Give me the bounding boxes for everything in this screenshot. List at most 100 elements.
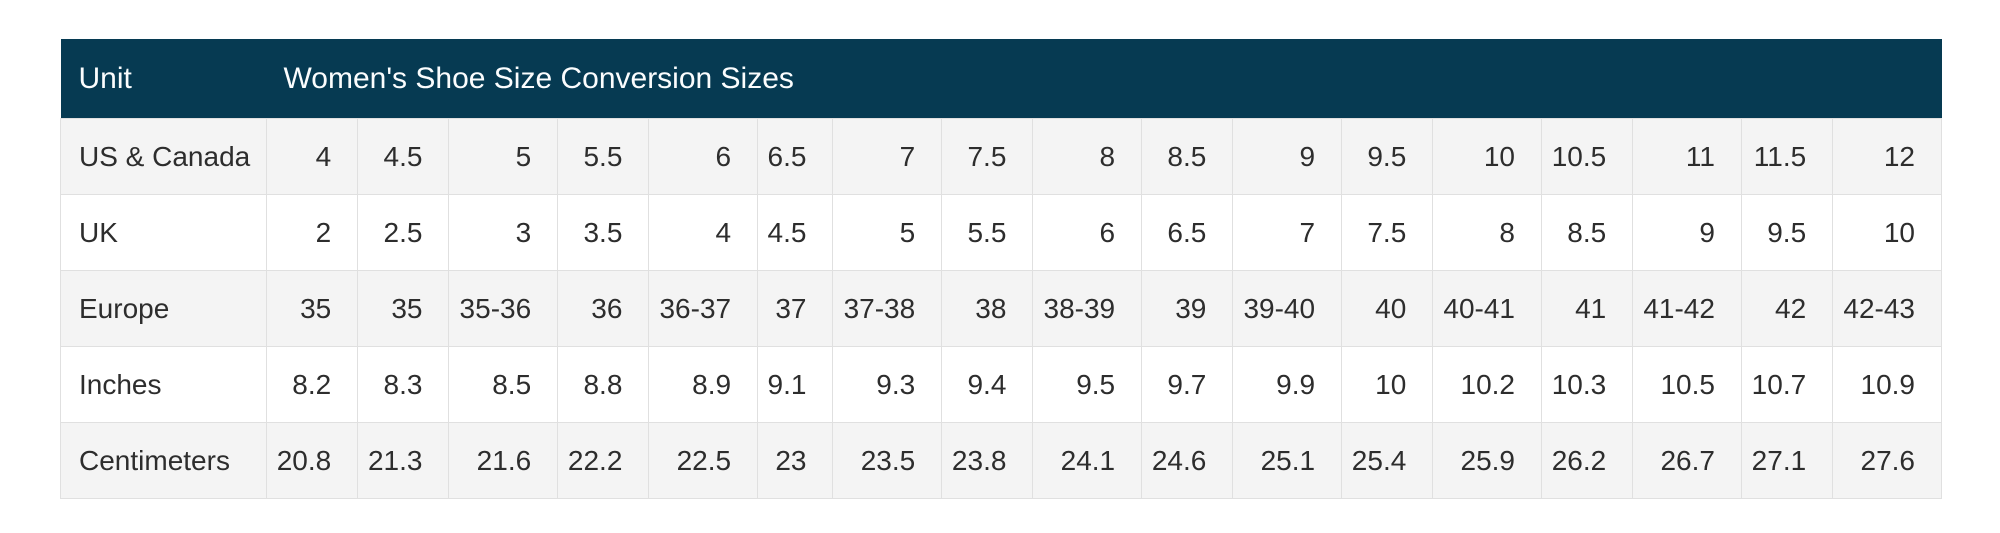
size-cell: 10.3 <box>1540 346 1634 423</box>
size-cell: 9.1 <box>757 346 834 423</box>
size-cell: 20.8 <box>265 422 359 499</box>
size-cell: 9.9 <box>1232 346 1343 423</box>
size-cell: 7.5 <box>1341 194 1434 271</box>
size-cell: 37 <box>757 270 834 347</box>
table-row: Centimeters 20.8 21.3 21.6 22.2 22.5 23 23.5 23.… <box>60 422 1942 499</box>
size-cell: 38 <box>941 270 1034 347</box>
size-cell: 6.5 <box>757 118 834 195</box>
size-cell: 3.5 <box>557 194 650 271</box>
size-cell: 11 <box>1632 118 1742 195</box>
row-label: Europe <box>60 270 267 347</box>
size-cell: 8.3 <box>357 346 450 423</box>
table-header-row: Unit Women's Shoe Size Conversion Sizes <box>60 39 1942 119</box>
size-cell: 10.7 <box>1740 346 1834 423</box>
table-row: Inches 8.2 8.3 8.5 8.8 8.9 9.1 9.3 9.4 9.5 9.7 9.9 1… <box>60 346 1942 423</box>
size-cell: 35 <box>357 270 450 347</box>
size-cell: 23 <box>757 422 834 499</box>
size-cell: 8 <box>1032 118 1143 195</box>
table-row: US & Canada 4 4.5 5 5.5 6 6.5 7 7.5 8 8.5 9 9.5 10 10.… <box>60 118 1942 195</box>
size-cell: 39-40 <box>1232 270 1343 347</box>
size-cell: 41 <box>1540 270 1634 347</box>
table-title: Women's Shoe Size Conversion Sizes <box>266 39 1942 119</box>
size-cell: 9.5 <box>1032 346 1143 423</box>
table-row: UK 2 2.5 3 3.5 4 4.5 5 5.5 6 6.5 7 7.5 8 8.5 9 9.5 10 <box>60 194 1942 271</box>
size-cell: 9.5 <box>1740 194 1834 271</box>
size-cell: 9.5 <box>1341 118 1434 195</box>
size-cell: 23.8 <box>941 422 1034 499</box>
size-cell: 10.5 <box>1632 346 1742 423</box>
size-cell: 7 <box>832 118 943 195</box>
size-cell: 4 <box>265 118 359 195</box>
size-cell: 9.7 <box>1141 346 1234 423</box>
size-cell: 42 <box>1740 270 1834 347</box>
size-cell: 22.2 <box>557 422 650 499</box>
size-cell: 10.5 <box>1540 118 1634 195</box>
size-cell: 11.5 <box>1740 118 1834 195</box>
size-cell: 8.5 <box>1141 118 1234 195</box>
size-cell: 21.6 <box>448 422 559 499</box>
size-cell: 5.5 <box>557 118 650 195</box>
row-label: Centimeters <box>60 422 267 499</box>
size-cell: 36 <box>557 270 650 347</box>
size-cell: 9.4 <box>941 346 1034 423</box>
size-cell: 10 <box>1832 194 1942 271</box>
size-cell: 35-36 <box>448 270 559 347</box>
size-cell: 22.5 <box>648 422 759 499</box>
size-cell: 6 <box>1032 194 1143 271</box>
size-cell: 42-43 <box>1832 270 1942 347</box>
size-cell: 5 <box>832 194 943 271</box>
size-cell: 8 <box>1432 194 1542 271</box>
size-cell: 2.5 <box>357 194 450 271</box>
size-cell: 36-37 <box>648 270 759 347</box>
table-row: Europe 35 35 35-36 36 36-37 37 37-38 38 38-39 39 39… <box>60 270 1942 347</box>
size-cell: 25.4 <box>1341 422 1434 499</box>
size-cell: 10.2 <box>1432 346 1542 423</box>
size-cell: 27.1 <box>1740 422 1834 499</box>
size-cell: 10 <box>1432 118 1542 195</box>
size-cell: 26.2 <box>1540 422 1634 499</box>
size-cell: 8.5 <box>448 346 559 423</box>
size-cell: 12 <box>1832 118 1942 195</box>
size-cell: 10 <box>1341 346 1434 423</box>
size-cell: 27.6 <box>1832 422 1942 499</box>
size-cell: 4 <box>648 194 759 271</box>
size-cell: 9 <box>1232 118 1343 195</box>
size-cell: 41-42 <box>1632 270 1742 347</box>
unit-column-header: Unit <box>60 39 267 119</box>
size-cell: 24.1 <box>1032 422 1143 499</box>
size-cell: 9 <box>1632 194 1742 271</box>
size-cell: 25.9 <box>1432 422 1542 499</box>
size-cell: 38-39 <box>1032 270 1143 347</box>
size-cell: 2 <box>265 194 359 271</box>
size-cell: 6.5 <box>1141 194 1234 271</box>
size-cell: 26.7 <box>1632 422 1742 499</box>
size-cell: 8.2 <box>265 346 359 423</box>
size-cell: 7.5 <box>941 118 1034 195</box>
size-cell: 23.5 <box>832 422 943 499</box>
size-cell: 25.1 <box>1232 422 1343 499</box>
size-cell: 9.3 <box>832 346 943 423</box>
size-cell: 5.5 <box>941 194 1034 271</box>
size-cell: 4.5 <box>757 194 834 271</box>
row-label: US & Canada <box>60 118 267 195</box>
size-cell: 37-38 <box>832 270 943 347</box>
size-cell: 3 <box>448 194 559 271</box>
size-cell: 8.5 <box>1540 194 1634 271</box>
size-cell: 7 <box>1232 194 1343 271</box>
size-cell: 24.6 <box>1141 422 1234 499</box>
size-cell: 39 <box>1141 270 1234 347</box>
size-cell: 35 <box>265 270 359 347</box>
size-cell: 21.3 <box>357 422 450 499</box>
size-cell: 40-41 <box>1432 270 1542 347</box>
size-cell: 6 <box>648 118 759 195</box>
row-label: UK <box>60 194 267 271</box>
size-cell: 5 <box>448 118 559 195</box>
size-cell: 8.8 <box>557 346 650 423</box>
size-cell: 40 <box>1341 270 1434 347</box>
row-label: Inches <box>60 346 267 423</box>
table-header: Unit Women's Shoe Size Conversion Sizes <box>60 39 1942 119</box>
size-cell: 4.5 <box>357 118 450 195</box>
table-body: US & Canada 4 4.5 5 5.5 6 6.5 7 7.5 8 8.5 9 9.5 10 10.… <box>60 118 1942 499</box>
shoe-size-conversion-table: Unit Women's Shoe Size Conversion Sizes … <box>60 39 1942 499</box>
